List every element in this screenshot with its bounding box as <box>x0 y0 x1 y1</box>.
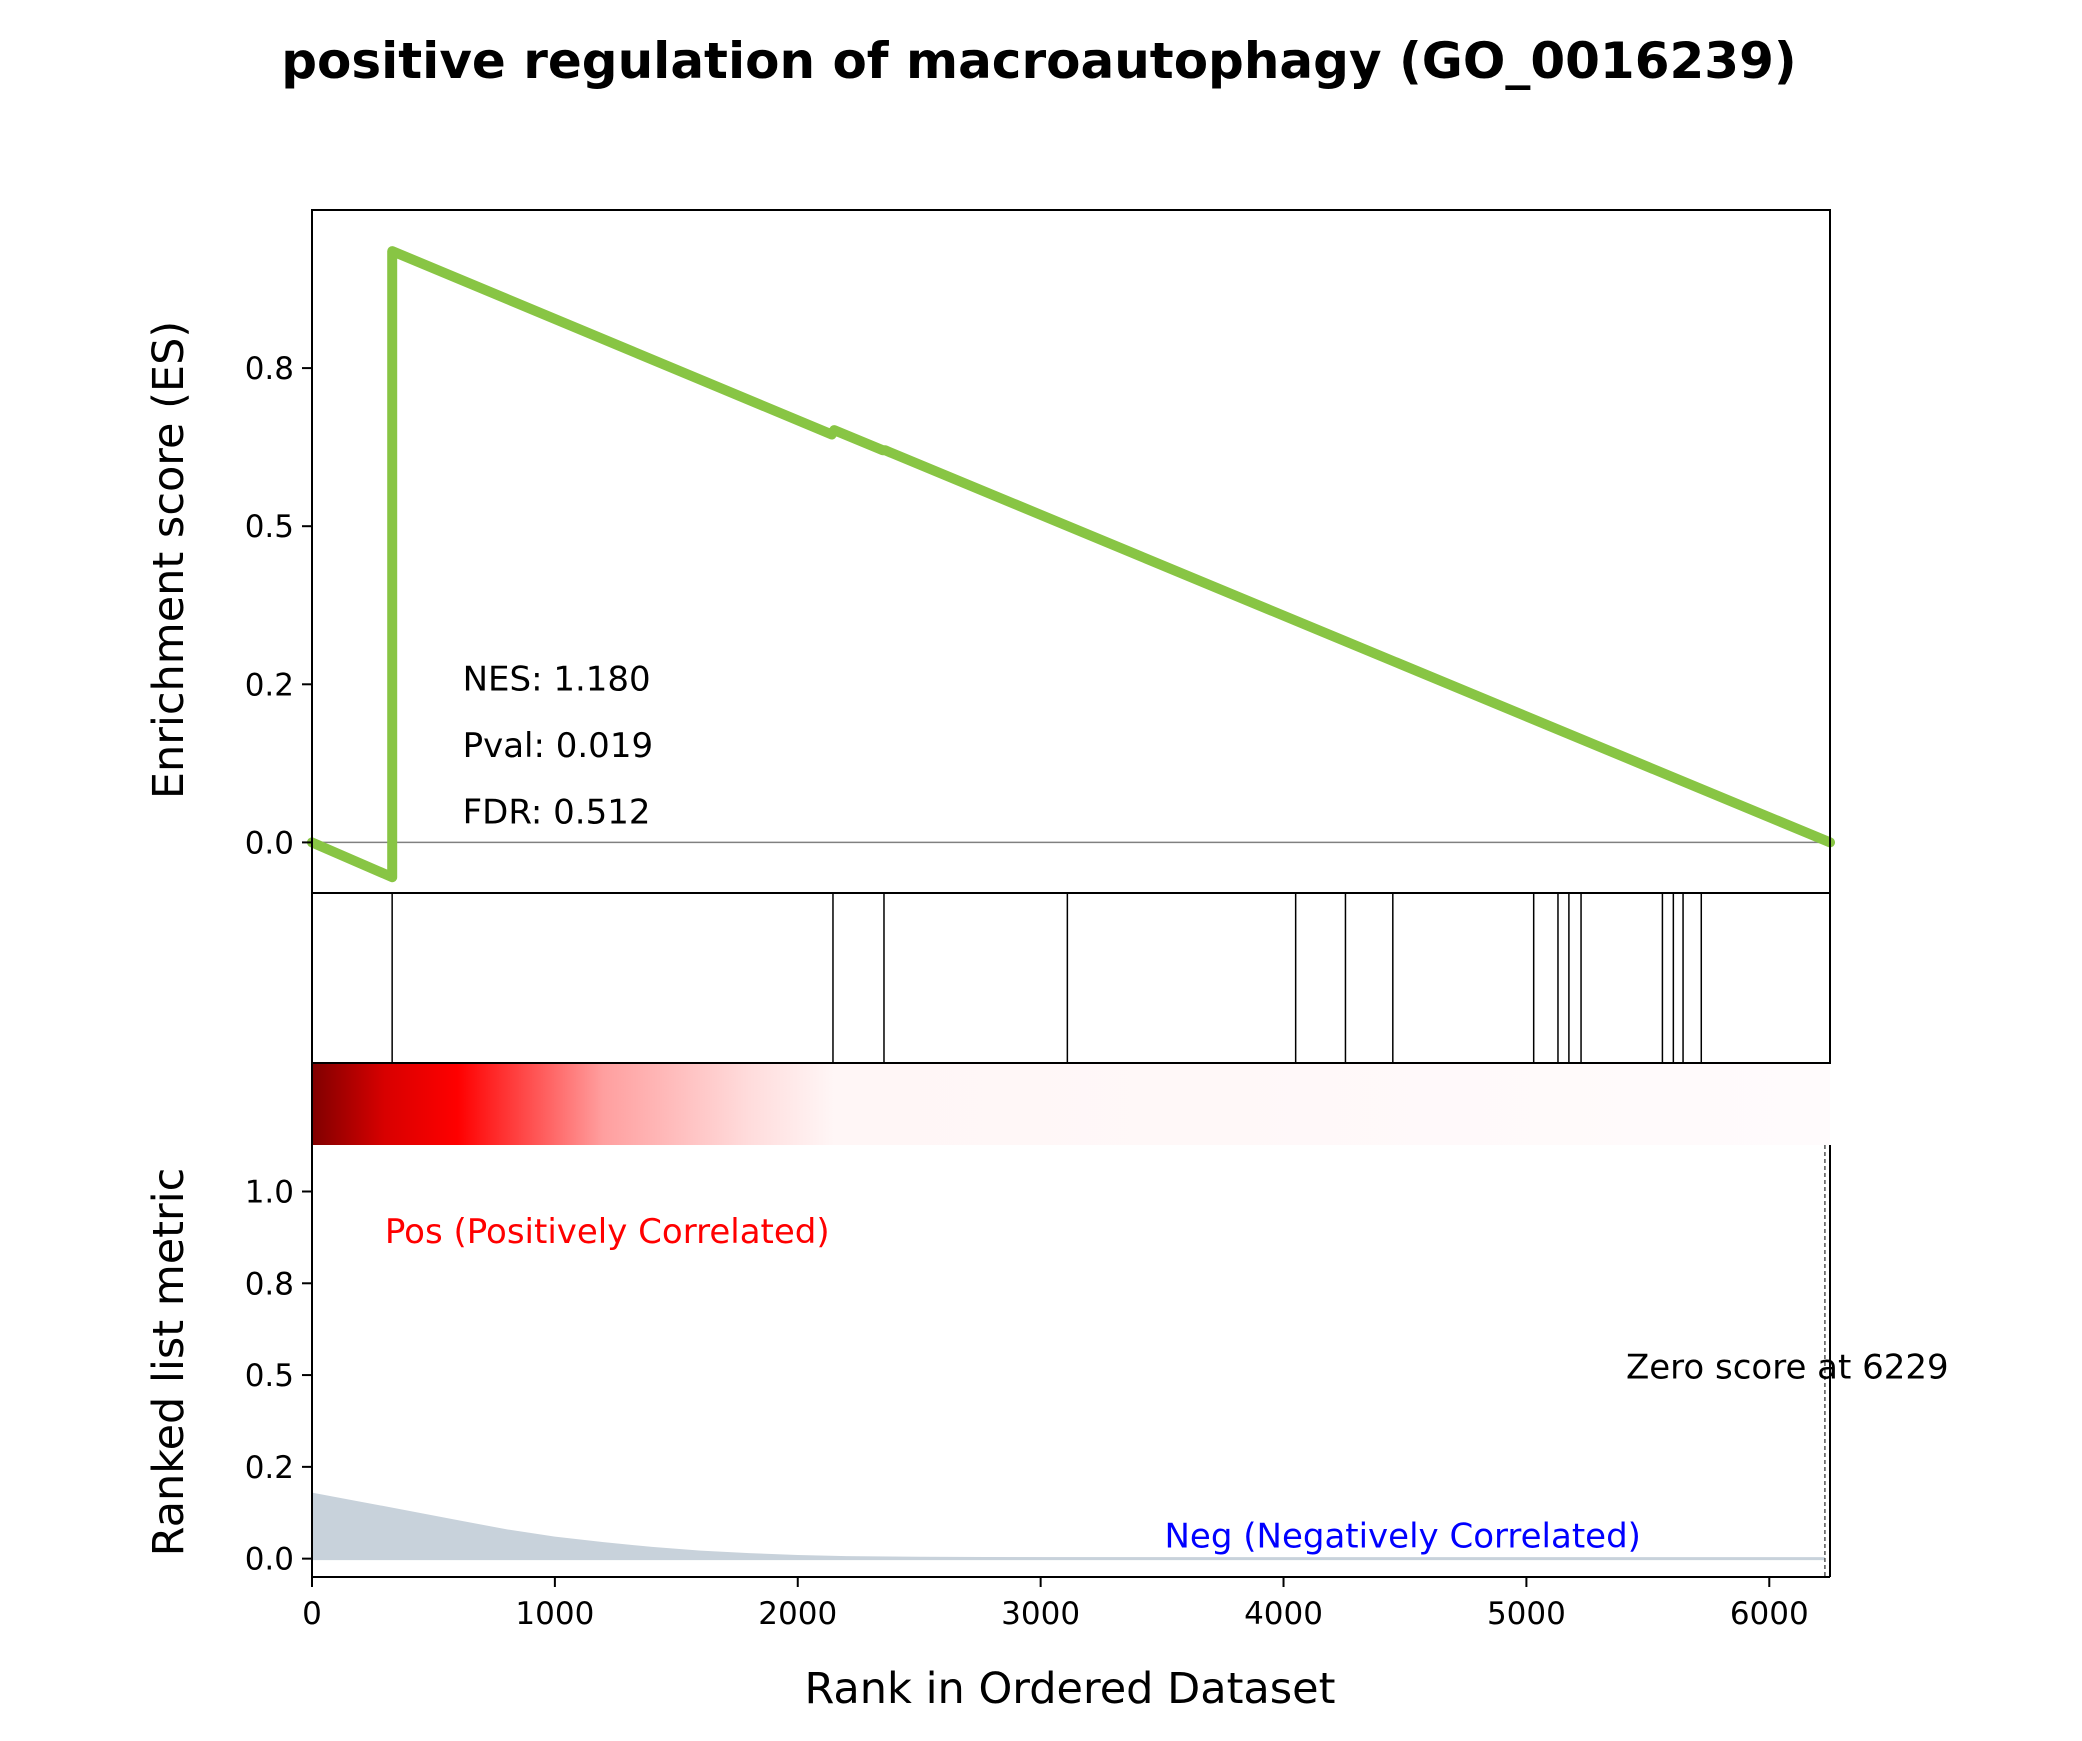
x-tick-label: 4000 <box>1244 1596 1323 1632</box>
ranked-y-tick-label: 0.8 <box>245 1266 294 1302</box>
es-y-tick-label: 0.2 <box>245 667 294 703</box>
es-stat-annotation: FDR: 0.512 <box>463 792 651 832</box>
es-stat-annotation: Pval: 0.019 <box>463 726 654 766</box>
es-y-tick-label: 0.0 <box>245 825 294 861</box>
es-curve-0 <box>307 246 1835 883</box>
ranked-list-panel: 0.0 0.2 0.5 0.8 1.0 Pos (Positively Correlate… <box>245 1062 1949 1632</box>
ranked-metric-area <box>312 1492 1825 1559</box>
x-tick-label: 0 <box>302 1596 322 1632</box>
es-y-tick-label: 0.5 <box>245 509 294 545</box>
ranked-y-tick-label: 0.0 <box>245 1542 294 1578</box>
chart-title: positive regulation of macroautophagy (G… <box>281 32 1797 90</box>
enrichment-score-panel: 0.0 0.2 0.5 0.8 NES: 1.180 Pval: 0.019 FDR: 0.… <box>245 209 1835 894</box>
x-axis-label: Rank in Ordered Dataset <box>804 1664 1335 1714</box>
hits-frame <box>311 892 1831 1064</box>
x-tick-label: 6000 <box>1730 1596 1809 1632</box>
ranked-y-tick-label: 0.2 <box>245 1450 294 1486</box>
ranked-y-tick-label: 0.5 <box>245 1358 294 1394</box>
es-y-tick-label: 0.8 <box>245 351 294 387</box>
x-tick-label: 1000 <box>515 1596 594 1632</box>
x-tick-label: 5000 <box>1487 1596 1566 1632</box>
x-tick-label: 3000 <box>1001 1596 1080 1632</box>
pos-correlated-label: Pos (Positively Correlated) <box>385 1212 830 1252</box>
neg-correlated-label: Neg (Negatively Correlated) <box>1165 1517 1641 1557</box>
ranked-y-tick-label: 1.0 <box>245 1175 294 1211</box>
ranked-axis-label: Ranked list metric <box>144 1168 194 1557</box>
es-axis-label: Enrichment score (ES) <box>144 321 194 799</box>
gene-hits-panel <box>311 892 1831 1064</box>
x-tick-label: 2000 <box>758 1596 837 1632</box>
ranked-colorbar <box>312 1063 1830 1145</box>
zero-score-label: Zero score at 6229 <box>1626 1348 1949 1388</box>
es-stat-annotation: NES: 1.180 <box>463 660 651 700</box>
